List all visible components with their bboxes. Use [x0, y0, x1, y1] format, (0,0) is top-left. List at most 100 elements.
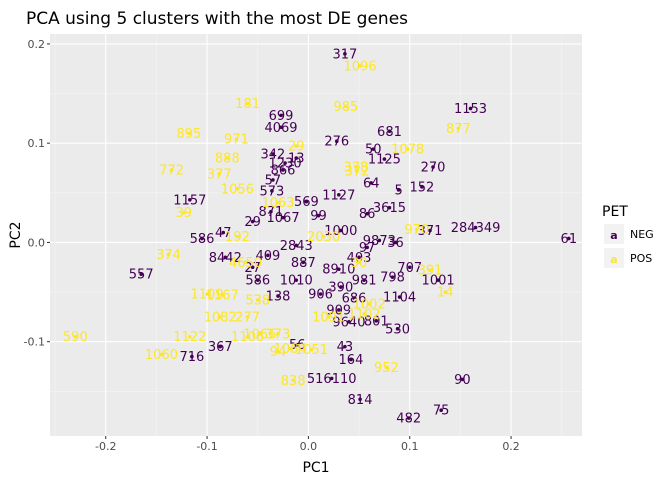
data-point: 716 [179, 350, 204, 365]
point-label: 43 [337, 340, 354, 355]
point-dot [269, 209, 273, 214]
data-point: 557 [129, 268, 154, 283]
data-point: 270 [421, 161, 446, 176]
data-point: 1001 [422, 274, 455, 289]
point-dot [276, 200, 280, 205]
point-label: 164 [339, 353, 364, 368]
data-point: 1167 [206, 289, 239, 304]
data-point: 985 [333, 100, 358, 115]
data-point: 409 [255, 249, 280, 264]
point-dot [225, 156, 230, 160]
plot-panel [50, 34, 582, 436]
point-label: 1102 [348, 307, 381, 322]
point-dot [304, 199, 309, 204]
point-dot [218, 315, 223, 319]
point-dot [393, 240, 398, 245]
point-dot [190, 354, 194, 359]
x-tick-label: -0.2 [95, 440, 116, 453]
data-point: 75 [433, 404, 450, 419]
data-point: 1157 [173, 193, 206, 208]
legend-key-glyph: a [610, 229, 617, 242]
point-label: 538 [245, 294, 270, 309]
point-dot [407, 265, 412, 270]
data-point: 152 [409, 180, 434, 195]
point-label: 373 [266, 327, 291, 342]
data-point: 1125 [368, 153, 401, 168]
point-label: 573 [260, 184, 285, 199]
data-point: 1010 [280, 274, 313, 289]
data-point: 1153 [454, 102, 487, 117]
data-point: 699 [269, 109, 294, 124]
data-point: 1002 [353, 297, 386, 312]
legend-item: a POS [604, 248, 652, 268]
point-label: 64 [363, 176, 380, 191]
data-point: 1091 [312, 310, 345, 325]
point-label: 1157 [173, 193, 206, 208]
legend-label: POS [630, 252, 652, 265]
data-point: 373 [266, 327, 291, 342]
point-dot [294, 243, 299, 248]
point-dot [187, 131, 191, 136]
y-tick-label: 0.2 [28, 38, 46, 51]
point-dot [288, 346, 292, 351]
data-point: 47 [215, 226, 232, 241]
point-dot [200, 236, 204, 241]
point-label: 1064 [274, 342, 307, 357]
point-dot [377, 238, 382, 243]
data-point: 39 [175, 206, 192, 221]
point-dot [347, 320, 351, 324]
point-dot [159, 352, 164, 357]
data-point: 1067 [267, 211, 300, 226]
point-dot [365, 245, 369, 250]
data-point: 1051 [295, 343, 328, 358]
point-label: 1167 [206, 289, 239, 304]
data-point: 403 [347, 251, 372, 266]
y-tick-label: -0.1 [24, 336, 45, 349]
point-dot [329, 376, 334, 381]
point-dot [384, 365, 389, 370]
data-point: 8442 [209, 251, 242, 266]
point-dot [337, 193, 341, 197]
data-point: 5 [394, 183, 402, 198]
point-dot [365, 211, 369, 216]
data-point: 530 [385, 322, 410, 337]
point-label: 372 [345, 164, 370, 179]
data-point: 1122 [173, 330, 206, 345]
point-label: 2843 [280, 239, 313, 254]
data-point: 801 [364, 314, 389, 329]
data-point: 27 [244, 261, 261, 276]
point-label: 895 [176, 127, 201, 142]
point-label: 4650 [229, 256, 262, 271]
chart-title: PCA using 5 clusters with the most DE ge… [26, 9, 408, 29]
point-label: 14 [437, 286, 454, 301]
data-point: 970 [404, 223, 429, 238]
data-point: 1063 [261, 196, 294, 211]
data-point: 895 [176, 127, 201, 142]
data-point: 681 [377, 125, 402, 140]
point-dot [352, 296, 356, 300]
point-dot [217, 172, 222, 176]
point-dot [270, 189, 274, 193]
data-point: 516110 [307, 372, 357, 387]
point-label: 1056 [221, 182, 254, 197]
data-point: 4650 [229, 256, 262, 271]
point-label: 1010 [280, 274, 313, 289]
point-dot [279, 113, 283, 118]
data-point: 590 [63, 330, 88, 345]
data-point: 1102 [348, 307, 381, 322]
point-label: 75 [433, 404, 450, 419]
point-dot [456, 126, 461, 131]
data-point: 164 [339, 353, 364, 368]
point-dot [271, 152, 275, 156]
data-point: 277 [235, 310, 260, 325]
point-label: 9873 [363, 234, 396, 249]
point-label: 530 [385, 322, 410, 337]
point-label: 317 [332, 47, 357, 62]
point-dot [221, 230, 226, 235]
y-axis-ticks: -0.1 0.0 0.1 0.2 [24, 38, 50, 349]
point-dot [281, 168, 285, 172]
point-label: 586 [245, 274, 270, 289]
point-label: 985 [333, 100, 358, 115]
data-point: 284349 [451, 221, 501, 236]
point-label: 557 [129, 268, 154, 283]
